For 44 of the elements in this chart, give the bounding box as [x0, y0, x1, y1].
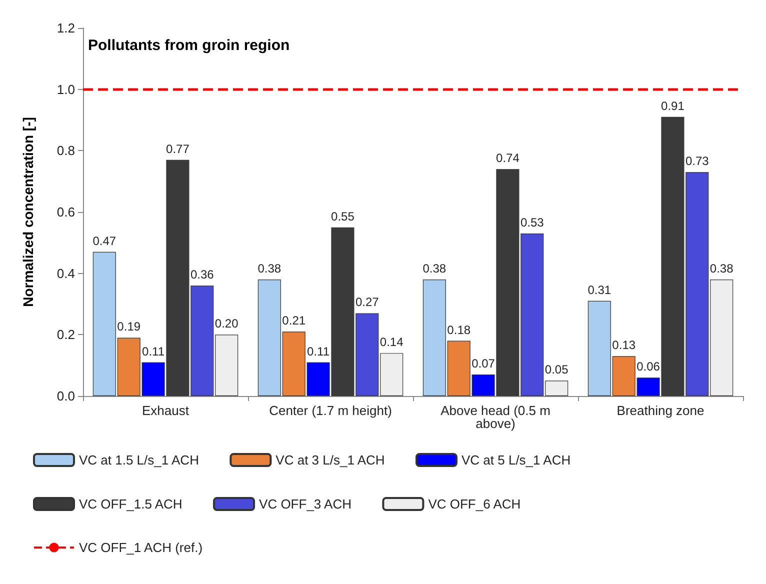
data-label: 0.77	[166, 142, 190, 156]
y-axis-title: Normalized concentration [-]	[20, 117, 36, 307]
data-label: 0.73	[685, 154, 710, 168]
data-label: 0.53	[520, 215, 544, 230]
y-tick-label: 1.0	[56, 82, 75, 97]
data-label: 0.19	[117, 320, 141, 334]
data-label: 0.20	[214, 316, 239, 331]
data-label: 0.36	[190, 268, 214, 282]
y-tick-label: 0.6	[56, 204, 75, 220]
data-label: 0.47	[92, 234, 116, 248]
data-label: 0.11	[142, 344, 165, 358]
y-tick-label: 0.4	[56, 266, 75, 281]
y-tick-label: 0.8	[56, 143, 75, 158]
data-label: 0.11	[307, 344, 330, 358]
text: Pollutants from groin region	[88, 37, 290, 54]
data-label: 0.13	[612, 338, 636, 352]
y-tick-label: 0.2	[56, 327, 75, 342]
x-tick-label: Above head (0.5 m above)	[440, 403, 550, 431]
legend-label: VC at 1.5 L/s_1 ACH	[79, 452, 199, 468]
legend-label: VC OFF_6 ACH	[428, 496, 521, 512]
legend-label: VC OFF_3 ACH	[259, 496, 352, 512]
y-tick-label: 0.0	[56, 388, 75, 404]
data-label: 0.91	[661, 98, 685, 113]
x-tick-label: Exhaust	[142, 403, 190, 418]
x-tick-label: Breathing zone	[616, 403, 704, 418]
y-tick-label: 1.2	[56, 20, 75, 36]
data-label: 0.38	[422, 261, 446, 276]
data-label: 0.31	[588, 282, 612, 297]
x-tick-label: Center (1.7 m height)	[269, 403, 392, 418]
legend-label: VC OFF_1.5 ACH	[79, 496, 182, 512]
legend-label: VC OFF_1 ACH (ref.)	[79, 540, 203, 555]
data-label: 0.27	[355, 295, 380, 310]
data-label: 0.06	[636, 360, 660, 374]
data-label: 0.38	[710, 261, 734, 276]
data-label: 0.05	[544, 362, 569, 377]
data-label: 0.38	[258, 261, 282, 276]
data-label: 0.74	[496, 151, 520, 166]
legend-label: VC at 3 L/s_1 ACH	[276, 452, 385, 468]
data-label: 0.07	[472, 356, 496, 371]
data-label: 0.18	[447, 322, 471, 337]
legend-label: VC at 5 L/s_1 ACH	[461, 452, 571, 468]
data-label: 0.21	[282, 314, 306, 328]
data-label: 0.14	[380, 335, 404, 350]
data-label: 0.55	[331, 209, 355, 224]
